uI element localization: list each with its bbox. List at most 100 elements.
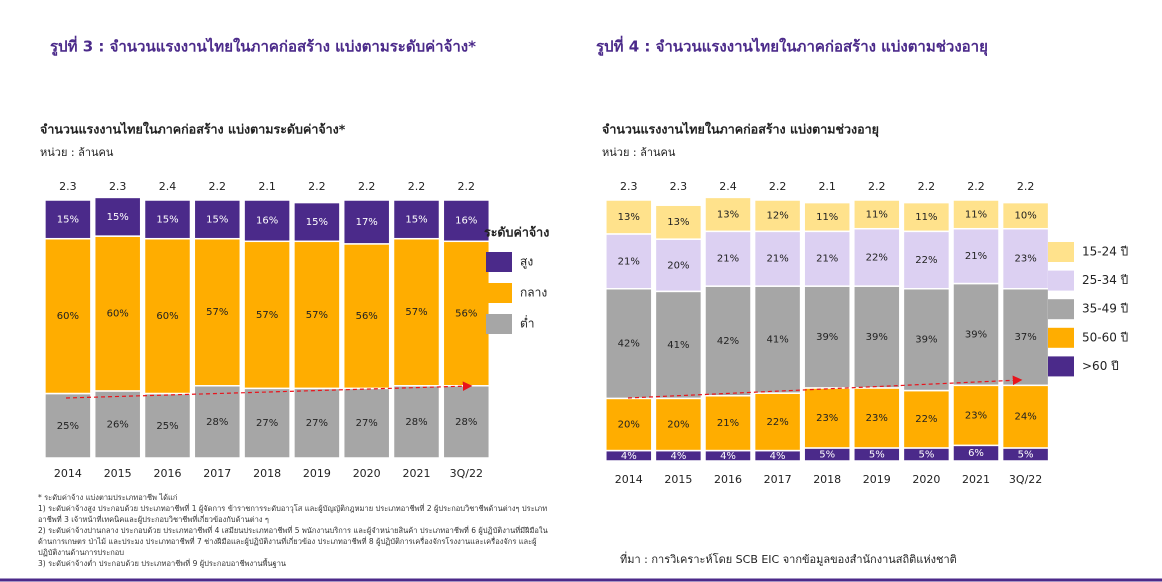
legend-label: สูง	[520, 255, 533, 270]
bar-segment	[143, 237, 192, 395]
value-label: 20%	[667, 419, 689, 430]
value-label: 39%	[866, 332, 888, 343]
bar-segment	[654, 397, 703, 452]
legend-label: >60 ปี	[1082, 359, 1119, 373]
value-label: 15%	[107, 212, 129, 223]
value-label: 11%	[866, 209, 888, 220]
x-tick-label: 2019	[303, 467, 331, 480]
total-label: 2.4	[719, 180, 737, 193]
value-label: 13%	[667, 217, 689, 228]
value-label: 11%	[915, 212, 937, 223]
trend-arrow	[627, 375, 1023, 399]
total-label: 2.2	[458, 180, 476, 193]
chart-subtitle: หน่วย : ล้านคน	[602, 146, 676, 159]
total-label: 2.2	[408, 180, 426, 193]
total-label: 2.2	[967, 180, 985, 193]
total-label: 2.4	[159, 180, 177, 193]
legend-swatch	[486, 314, 512, 334]
value-label: 41%	[667, 340, 689, 351]
value-label: 28%	[455, 417, 477, 428]
bar-segment	[952, 384, 1000, 447]
x-tick-label: 2017	[764, 473, 792, 486]
x-tick-label: 3Q/22	[450, 467, 483, 480]
total-label: 2.3	[620, 180, 638, 193]
legend-label: 50-60 ปี	[1082, 330, 1128, 344]
bar-segment	[1001, 287, 1050, 387]
value-label: 5%	[1018, 449, 1034, 460]
value-label: 21%	[618, 256, 640, 267]
legend-swatch	[1048, 270, 1074, 291]
value-label: 24%	[1014, 412, 1036, 423]
bar-segment	[442, 240, 491, 387]
total-label: 2.3	[59, 180, 77, 193]
value-label: 11%	[965, 209, 987, 220]
legend-swatch	[486, 252, 512, 272]
value-label: 23%	[1014, 254, 1036, 265]
total-label: 2.3	[670, 180, 688, 193]
value-label: 57%	[256, 310, 278, 321]
value-label: 15%	[206, 214, 228, 225]
x-tick-label: 2021	[403, 467, 431, 480]
bar-segment	[952, 199, 1000, 230]
bar-segment	[952, 282, 1000, 387]
value-label: 42%	[717, 336, 739, 347]
total-label: 2.2	[308, 180, 326, 193]
bar-segment	[853, 199, 901, 230]
bar-segment	[93, 390, 142, 459]
chart-title: จำนวนแรงงานไทยในภาคก่อสร้าง แบ่งตามช่วงอ…	[602, 122, 879, 138]
value-label: 60%	[156, 311, 178, 322]
value-label: 21%	[717, 254, 739, 265]
value-label: 20%	[667, 260, 689, 271]
bar-segment	[605, 199, 653, 235]
bar-segment	[902, 230, 951, 290]
value-label: 5%	[869, 449, 885, 460]
value-label: 23%	[965, 410, 987, 421]
value-label: 4%	[621, 451, 637, 462]
value-label: 60%	[57, 311, 79, 322]
x-tick-label: 2016	[714, 473, 742, 486]
value-label: 25%	[57, 421, 79, 432]
total-label: 2.2	[769, 180, 787, 193]
footnotes: * ระดับค่าจ้าง แบ่งตามประเภทอาชีพ ได้แก่…	[38, 492, 548, 569]
bar-segment	[442, 199, 491, 243]
bar-segment	[193, 199, 242, 240]
value-label: 41%	[766, 335, 788, 346]
x-tick-label: 2017	[203, 467, 231, 480]
x-tick-label: 2015	[664, 473, 692, 486]
legend-title: ระดับค่าจ้าง	[484, 225, 549, 240]
value-label: 22%	[915, 255, 937, 266]
legend-label: 15-24 ปี	[1082, 245, 1128, 259]
total-label: 2.2	[918, 180, 936, 193]
bar-segment	[342, 199, 391, 245]
bar-segment	[143, 199, 192, 240]
value-label: 16%	[455, 216, 477, 227]
legend-swatch	[1048, 299, 1074, 320]
value-label: 15%	[306, 217, 328, 228]
bar-segment	[952, 227, 1000, 285]
value-label: 4%	[770, 451, 786, 462]
x-tick-label: 2019	[863, 473, 891, 486]
value-label: 56%	[356, 311, 378, 322]
value-label: 28%	[405, 417, 427, 428]
bar-segment	[392, 385, 441, 459]
bar-segment	[902, 201, 951, 233]
value-label: 21%	[717, 418, 739, 429]
x-tick-label: 2020	[912, 473, 940, 486]
value-label: 39%	[816, 332, 838, 343]
bar-segment	[44, 237, 92, 395]
value-label: 5%	[918, 449, 934, 460]
value-label: 42%	[618, 339, 640, 350]
value-label: 57%	[306, 310, 328, 321]
value-label: 22%	[915, 414, 937, 425]
value-label: 21%	[965, 251, 987, 262]
footnote: 1) ระดับค่าจ้างสูง ประกอบด้วย ประเภทอาชี…	[38, 504, 548, 524]
value-label: 27%	[306, 418, 328, 429]
value-label: 28%	[206, 417, 228, 428]
value-label: 39%	[965, 329, 987, 340]
value-label: 15%	[405, 214, 427, 225]
legend-swatch	[1048, 242, 1074, 262]
total-label: 2.1	[818, 180, 836, 193]
trend-arrow	[65, 381, 473, 399]
